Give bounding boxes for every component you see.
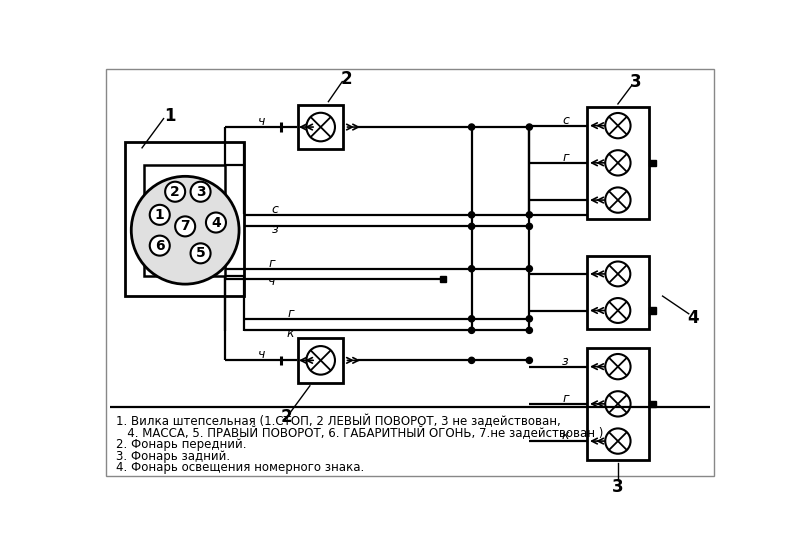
Text: г: г xyxy=(268,257,274,270)
Text: с: с xyxy=(272,203,278,216)
Bar xyxy=(587,255,649,329)
Bar xyxy=(650,160,656,166)
Bar xyxy=(587,107,649,219)
Text: ч: ч xyxy=(268,275,275,288)
Circle shape xyxy=(131,176,239,284)
Text: г: г xyxy=(562,392,569,405)
Text: 1. Вилка штепсельная (1.СТОП, 2 ЛЕВЫЙ ПОВОРОТ, 3 не задействован,: 1. Вилка штепсельная (1.СТОП, 2 ЛЕВЫЙ ПО… xyxy=(116,415,561,429)
Bar xyxy=(125,142,245,296)
Circle shape xyxy=(190,243,210,264)
Bar xyxy=(144,165,226,277)
Text: 1: 1 xyxy=(155,208,165,222)
Bar xyxy=(650,307,656,314)
Text: г: г xyxy=(287,307,294,320)
Circle shape xyxy=(469,124,474,130)
Text: 2: 2 xyxy=(170,185,180,199)
Text: к: к xyxy=(562,429,570,442)
Circle shape xyxy=(150,205,170,225)
Text: з: з xyxy=(272,223,278,236)
Text: с: с xyxy=(562,114,569,127)
Bar xyxy=(440,275,446,282)
Circle shape xyxy=(526,316,533,322)
Text: 3: 3 xyxy=(630,73,642,92)
Text: 4. МАССА, 5. ПРАВЫЙ ПОВОРОТ, 6. ГАБАРИТНЫЙ ОГОНЬ, 7.не задействован ): 4. МАССА, 5. ПРАВЫЙ ПОВОРОТ, 6. ГАБАРИТН… xyxy=(116,426,603,440)
Circle shape xyxy=(206,212,226,232)
Circle shape xyxy=(469,266,474,272)
Text: 7: 7 xyxy=(180,219,190,233)
Circle shape xyxy=(526,124,533,130)
Circle shape xyxy=(469,316,474,322)
Circle shape xyxy=(469,357,474,363)
Bar xyxy=(650,401,656,407)
Circle shape xyxy=(190,182,210,202)
Text: 4. Фонарь освещения номерного знака.: 4. Фонарь освещения номерного знака. xyxy=(116,461,364,474)
Text: 3: 3 xyxy=(196,185,206,199)
Text: 1: 1 xyxy=(164,107,175,125)
Text: к: к xyxy=(287,327,294,340)
Text: 5: 5 xyxy=(196,246,206,260)
Bar xyxy=(587,348,649,460)
Text: 2. Фонарь передний.: 2. Фонарь передний. xyxy=(116,438,246,451)
Text: 4: 4 xyxy=(686,309,698,327)
Text: ч: ч xyxy=(258,115,265,128)
Text: 3. Фонарь задний.: 3. Фонарь задний. xyxy=(116,450,230,462)
Text: 2: 2 xyxy=(280,407,292,426)
Circle shape xyxy=(469,212,474,218)
Circle shape xyxy=(526,223,533,230)
Text: ч: ч xyxy=(258,349,265,362)
Circle shape xyxy=(165,182,185,202)
Text: 6: 6 xyxy=(155,239,165,253)
Text: 2: 2 xyxy=(340,70,352,87)
Circle shape xyxy=(175,216,195,237)
Text: 4: 4 xyxy=(211,216,221,230)
Text: г: г xyxy=(562,151,569,164)
Circle shape xyxy=(526,327,533,334)
Text: з: з xyxy=(562,355,569,368)
Bar xyxy=(298,338,343,383)
Text: 3: 3 xyxy=(612,479,624,496)
Bar xyxy=(298,105,343,149)
Circle shape xyxy=(469,223,474,230)
Circle shape xyxy=(526,212,533,218)
Circle shape xyxy=(469,327,474,334)
Circle shape xyxy=(526,266,533,272)
Circle shape xyxy=(150,236,170,255)
Circle shape xyxy=(526,357,533,363)
